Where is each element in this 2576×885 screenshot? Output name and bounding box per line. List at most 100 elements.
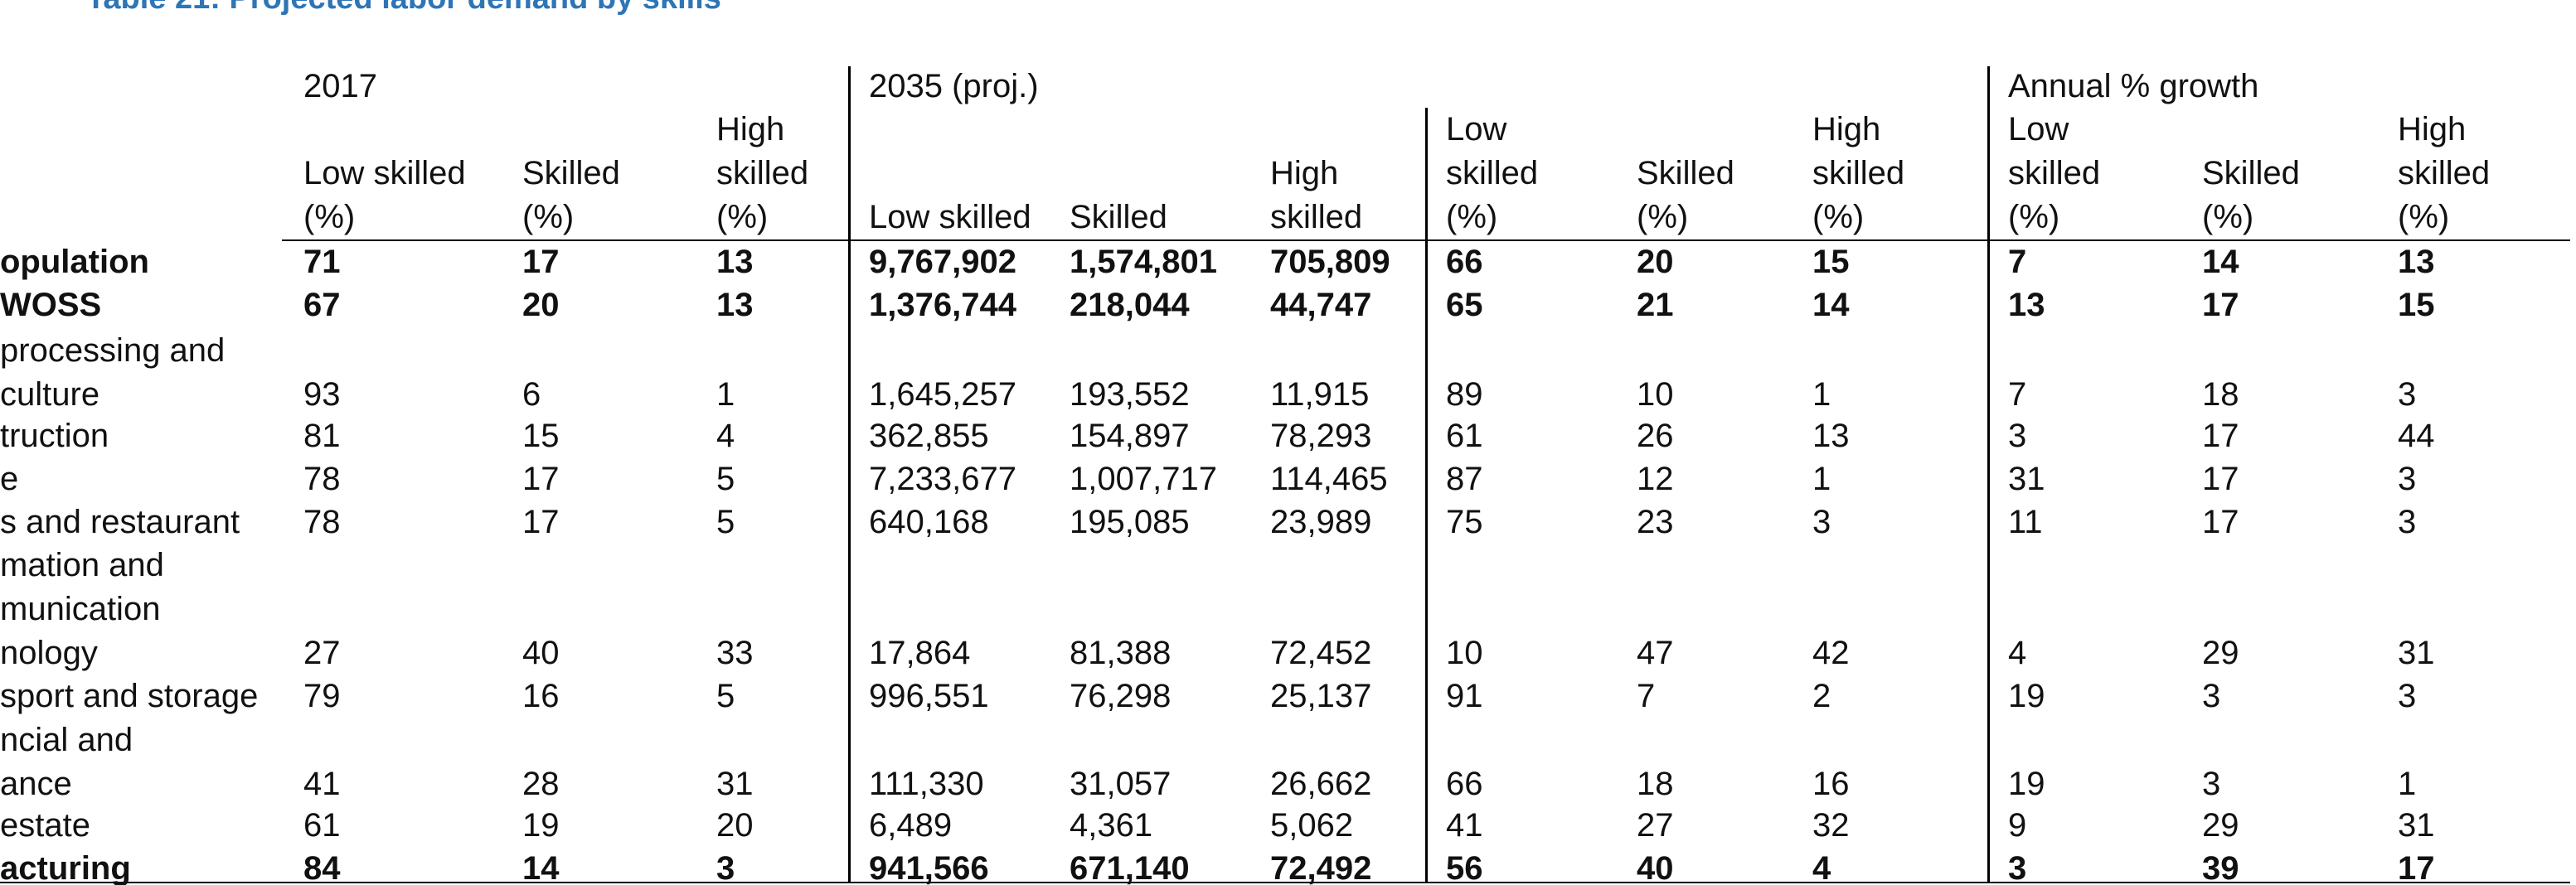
row-label: truction bbox=[0, 418, 109, 454]
cell: 11 bbox=[2008, 504, 2043, 540]
cell: 111,330 bbox=[869, 766, 984, 802]
cell: 29 bbox=[2202, 807, 2239, 844]
cell: 17 bbox=[2202, 287, 2239, 323]
cell: 40 bbox=[522, 635, 560, 671]
cell: 1,574,801 bbox=[1070, 244, 1217, 280]
column-header: (%) bbox=[716, 199, 769, 235]
cell: 20 bbox=[522, 287, 560, 323]
cell: 13 bbox=[2398, 244, 2435, 280]
group-header: 2035 (proj.) bbox=[869, 68, 1039, 104]
cell: 61 bbox=[303, 807, 341, 844]
column-header: (%) bbox=[303, 199, 356, 235]
column-header: Skilled bbox=[1637, 155, 1734, 191]
cell: 76,298 bbox=[1070, 678, 1172, 714]
column-header: (%) bbox=[1812, 199, 1865, 235]
cell: 81,388 bbox=[1070, 635, 1172, 671]
column-header: Skilled bbox=[522, 155, 620, 191]
row-label: WOSS bbox=[0, 287, 102, 323]
cell: 4,361 bbox=[1070, 807, 1153, 844]
cell: 4 bbox=[2008, 635, 2027, 671]
row-label: mation and bbox=[0, 547, 164, 583]
row-label: sport and storage bbox=[0, 678, 259, 714]
column-header: skilled bbox=[716, 155, 809, 191]
cell: 1 bbox=[716, 376, 735, 413]
column-divider bbox=[848, 66, 851, 883]
cell: 25,137 bbox=[1270, 678, 1372, 714]
column-header: Low skilled bbox=[303, 155, 466, 191]
cell: 6 bbox=[522, 376, 541, 413]
cell: 3 bbox=[2398, 678, 2417, 714]
column-header: skilled bbox=[1270, 199, 1363, 235]
cell: 75 bbox=[1446, 504, 1483, 540]
cell: 26 bbox=[1637, 418, 1674, 454]
cell: 15 bbox=[1812, 244, 1850, 280]
column-header: skilled bbox=[1812, 155, 1905, 191]
column-header: (%) bbox=[522, 199, 575, 235]
column-header: High bbox=[716, 111, 785, 148]
cell: 65 bbox=[1446, 287, 1483, 323]
cell: 42 bbox=[1812, 635, 1850, 671]
cell: 10 bbox=[1446, 635, 1483, 671]
cell: 9 bbox=[2008, 807, 2027, 844]
cell: 84 bbox=[303, 850, 341, 885]
cell: 941,566 bbox=[869, 850, 989, 885]
cell: 218,044 bbox=[1070, 287, 1190, 323]
column-header: (%) bbox=[1637, 199, 1689, 235]
row-label: nology bbox=[0, 635, 98, 671]
cell: 7 bbox=[2008, 376, 2027, 413]
cell: 14 bbox=[2202, 244, 2239, 280]
cell: 4 bbox=[1812, 850, 1831, 885]
cell: 72,452 bbox=[1270, 635, 1372, 671]
row-label: opulation bbox=[0, 244, 149, 280]
cell: 61 bbox=[1446, 418, 1483, 454]
cell: 78 bbox=[303, 461, 341, 497]
group-header: 2017 bbox=[303, 68, 377, 104]
cell: 31 bbox=[2008, 461, 2045, 497]
column-header: Low skilled bbox=[869, 199, 1031, 235]
cell: 79 bbox=[303, 678, 341, 714]
row-label: e bbox=[0, 461, 19, 497]
cell: 31 bbox=[2398, 635, 2435, 671]
cell: 41 bbox=[303, 766, 341, 802]
cell: 89 bbox=[1446, 376, 1483, 413]
cell: 17 bbox=[522, 244, 560, 280]
column-header: Skilled bbox=[2202, 155, 2300, 191]
cell: 17 bbox=[522, 461, 560, 497]
cell: 44 bbox=[2398, 418, 2435, 454]
cell: 10 bbox=[1637, 376, 1674, 413]
column-header: skilled bbox=[2008, 155, 2101, 191]
cell: 3 bbox=[2398, 461, 2417, 497]
cell: 1,376,744 bbox=[869, 287, 1016, 323]
cell: 28 bbox=[522, 766, 560, 802]
cell: 1 bbox=[1812, 461, 1831, 497]
cell: 1,645,257 bbox=[869, 376, 1016, 413]
cell: 26,662 bbox=[1270, 766, 1372, 802]
cell: 193,552 bbox=[1070, 376, 1190, 413]
cell: 32 bbox=[1812, 807, 1850, 844]
cell: 17,864 bbox=[869, 635, 971, 671]
column-header: High bbox=[1270, 155, 1339, 191]
column-header: High bbox=[1812, 111, 1881, 148]
cell: 1 bbox=[2398, 766, 2417, 802]
cell: 9,767,902 bbox=[869, 244, 1016, 280]
cell: 20 bbox=[1637, 244, 1674, 280]
cell: 29 bbox=[2202, 635, 2239, 671]
cell: 81 bbox=[303, 418, 341, 454]
cell: 23,989 bbox=[1270, 504, 1372, 540]
row-label: ance bbox=[0, 766, 72, 802]
column-divider bbox=[1425, 108, 1428, 883]
column-header: skilled bbox=[1446, 155, 1539, 191]
cell: 3 bbox=[2008, 418, 2027, 454]
cell: 17 bbox=[2202, 418, 2239, 454]
cell: 19 bbox=[522, 807, 560, 844]
cell: 93 bbox=[303, 376, 341, 413]
cell: 13 bbox=[1812, 418, 1850, 454]
cell: 1,007,717 bbox=[1070, 461, 1217, 497]
cell: 44,747 bbox=[1270, 287, 1372, 323]
cell: 13 bbox=[2008, 287, 2045, 323]
cell: 21 bbox=[1637, 287, 1674, 323]
cell: 1 bbox=[1812, 376, 1831, 413]
cell: 5 bbox=[716, 461, 735, 497]
cell: 195,085 bbox=[1070, 504, 1190, 540]
